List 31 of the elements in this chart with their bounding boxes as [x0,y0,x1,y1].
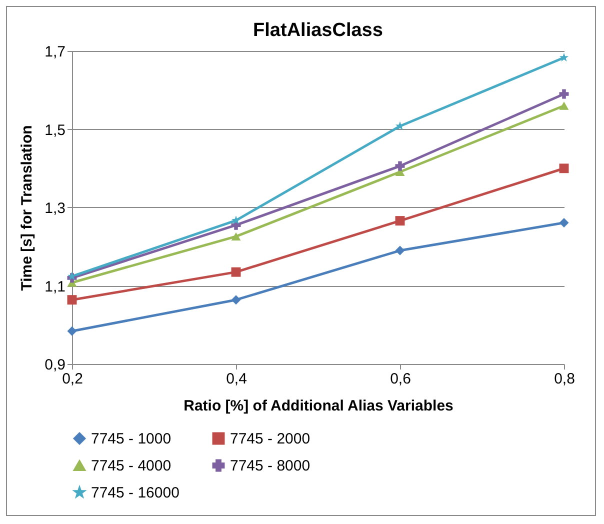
y-tick-label: 1,5 [44,122,66,139]
point [559,102,569,110]
x-tick-label: 0,6 [390,370,411,388]
point [67,295,77,305]
chart-title: FlatAliasClass [253,20,383,41]
point [67,326,77,336]
point [231,267,241,277]
point [559,218,569,228]
point [559,164,569,174]
legend-label: 7745 - 1000 [91,430,172,448]
legend-label: 7745 - 2000 [230,430,310,448]
x-tick-label: 0,4 [226,370,247,388]
point [559,52,569,62]
legend-label: 7745 - 16000 [91,484,180,502]
point [231,232,241,241]
legend-label: 7745 - 4000 [91,458,172,474]
point [231,295,241,305]
point [231,216,241,224]
point [395,216,405,226]
point [559,89,569,99]
y-tick-label: 1,3 [44,200,66,217]
y-tick-label: 1,7 [44,44,66,60]
y-tick-label: 0,9 [44,356,66,374]
x-tick-label: 0,2 [62,370,83,388]
point [395,161,405,171]
point [395,246,405,256]
x-tick-label: 0,8 [554,370,575,388]
y-tick-label: 1,1 [44,278,66,296]
x-axis-title: Ratio [%] of Additional Alias Variables [184,398,454,414]
y-axis-title: Time [s] for Translation [18,125,36,291]
legend-label: 7745 - 8000 [230,458,310,474]
